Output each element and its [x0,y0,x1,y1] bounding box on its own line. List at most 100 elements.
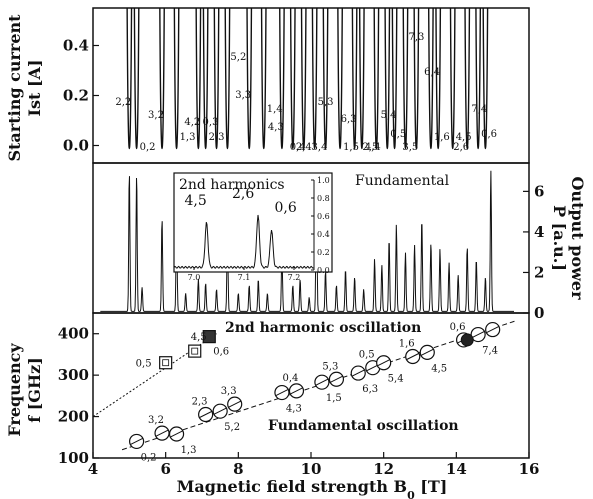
middle-y-tick-label: 6 [534,182,544,200]
fundamental-point-label: 1,5 [326,393,342,404]
mode-label: 1,6 [434,132,450,143]
bottom-x-tick-label: 16 [519,460,540,478]
starting-current-curve [159,7,165,150]
inset-peak-label: 2,6 [232,186,254,202]
output-power-panel: 0 2 4 6 Fundamental 2nd harmonics 7.0 7.1 7.2… [92,162,587,322]
mode-label: 7,3 [408,32,424,43]
bottom-ylabel-line1: Frequency [5,343,24,437]
starting-current-curve [351,7,358,150]
starting-current-curve [279,7,285,150]
starting-current-curve [358,7,365,150]
mode-label: 4,4 [365,142,381,153]
mode-label: 3,3 [235,90,251,101]
bottom-ylabel-line2: f [GHz] [25,357,44,422]
middle-y-tick-label: 4 [534,223,544,241]
starting-current-curve [224,7,231,150]
fundamental-point-stroke [275,389,289,396]
starting-current-curve [449,7,456,150]
starting-current-curve [391,7,398,150]
mode-label: 1,3 [180,132,196,143]
harmonic-point-inner [162,359,170,367]
fundamental-point-label: 2,3 [192,397,208,408]
bottom-x-tick-label: 6 [160,460,170,478]
starting-current-curve [126,7,133,150]
starting-current-curve [311,7,318,150]
inset-y-tick-label: 0.4 [317,230,330,239]
mode-label: 6,3 [341,114,357,125]
harmonic-point [202,330,216,344]
mode-label: 2,5 [362,142,378,153]
inset-x-tick-label: 7.0 [188,273,201,282]
inset-y-ticks: 0.0 0.2 0.4 0.6 0.8 1.0 [311,176,330,275]
fundamental-point-stroke [130,437,143,445]
fundamental-point-label: 5,3 [322,361,338,372]
bottom-x-tick-label: 8 [233,460,243,478]
fundamental-point-stroke [471,331,485,338]
frequency-points [129,321,501,450]
top-y-tick-label: 0.2 [63,87,89,105]
inset-x-tick-label: 7.1 [238,273,251,282]
harmonic-point-label: 0,5 [136,359,152,370]
inset-y-tick-label: 1.0 [317,176,330,185]
fundamental-point-label: 1,6 [399,339,415,350]
mode-label: 4,5 [456,132,472,143]
starting-current-curve [202,7,209,150]
fundamental-point-stroke [155,429,169,437]
mode-label: 1,5 [343,142,359,153]
starting-current-curve [435,7,442,150]
starting-current-curve [289,7,296,150]
fundamental-point-label: 3,2 [148,415,164,426]
top-y-tick-label: 0.4 [63,37,89,55]
inset-peak-label: 4,5 [185,193,207,209]
fundamental-point-label: 6,3 [362,384,378,395]
mode-label: 2,6 [453,142,469,153]
starting-current-curve [482,7,489,150]
starting-current-curve [402,7,409,150]
bottom-y-tick-label: 100 [58,449,89,467]
starting-current-curve [464,7,471,150]
fundamental-fit-line [121,320,515,451]
harmonic-point-label: 0,6 [213,347,229,358]
mode-label: 5,4 [381,110,397,121]
harmonic-fit-line [92,333,217,417]
inset-peak-labels: 4,5 2,6 0,6 [185,186,297,216]
top-ylabel-line1: Starting current [5,14,24,162]
harmonic-point [188,344,202,358]
fundamental-oscillation-annotation: Fundamental oscillation [268,418,459,434]
inset-y-tick-label: 0.6 [317,212,330,221]
mode-label: 7,4 [471,104,487,115]
fundamental-point-label: 5,4 [388,374,404,385]
fundamental-point-label: 0,4 [282,373,298,384]
top-y-ticks: 0.0 0.2 0.4 [63,37,99,155]
fundamental-point-label: 4,3 [286,404,302,415]
fundamental-point-label: 5,2 [224,422,240,433]
xlabel-main: Magnetic field strength B [177,477,407,496]
bottom-xlabel: Magnetic field strength B0 [T] [177,477,448,499]
output-power-spectrum [100,170,514,312]
harmonic-point-label: 4,5 [191,332,207,343]
fundamental-point-stroke [330,375,343,383]
inset-y-tick-label: 0.0 [317,266,330,275]
mode-label: 4,3 [268,122,284,133]
fundamental-point-stroke [290,387,303,395]
bottom-y-ticks: 100 200 300 400 [58,325,99,467]
top-ylabel-line2: Ist [A] [25,59,44,116]
fundamental-point-stroke [421,348,434,356]
middle-y-ticks: 0 2 4 6 [523,182,544,322]
fundamental-annotation: Fundamental [355,173,450,189]
mode-label: 2,4 [296,142,312,153]
xlabel-sub: 0 [407,489,415,499]
starting-current-curve [133,7,140,150]
fundamental-point-label: 1,3 [181,445,197,456]
starting-current-curve [384,7,391,150]
bottom-x-tick-label: 4 [88,460,98,478]
harmonic-annotation: 2nd harmonic oscillation [225,320,421,336]
bottom-x-tick-label: 14 [446,460,467,478]
mode-label: 0,3 [203,117,219,128]
mode-labels: 2,2 0,2 3,2 1,3 4,2 2,3 0,3 5,2 3,3 1,4 4,3 2,40,4 5… [115,32,497,153]
mid-ylabel-line1: Output power [568,177,587,301]
fundamental-point-stroke [199,411,212,418]
starting-current-curve [246,7,253,150]
inset-title: 2nd harmonics [179,177,285,193]
starting-current-curve [213,7,220,150]
